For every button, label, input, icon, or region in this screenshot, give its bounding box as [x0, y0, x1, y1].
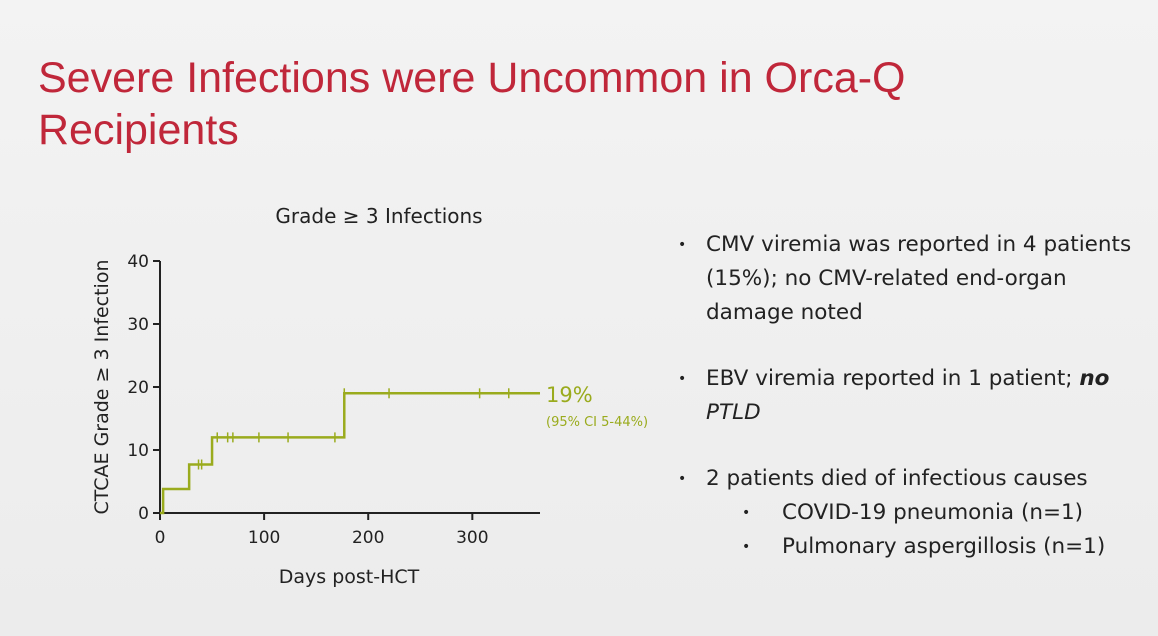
x-tick-label: 200	[352, 528, 384, 548]
sub-bullet-aspergillosis: • Pulmonary aspergillosis (n=1)	[678, 530, 1138, 564]
bullet-cmv: • CMV viremia was reported in 4 patients…	[678, 228, 1138, 330]
bullet-cmv-text: CMV viremia was reported in 4 patients (…	[706, 232, 1132, 325]
bullet-ebv-text: EBV viremia reported in 1 patient;	[706, 366, 1073, 391]
sub-bullet-covid: • COVID-19 pneumonia (n=1)	[678, 496, 1138, 530]
chart-svg: Grade ≥ 3 Infections CTCAE Grade ≥ 3 Inf…	[91, 204, 648, 588]
chart-title: Grade ≥ 3 Infections	[275, 204, 482, 228]
bullet-marker: •	[678, 237, 687, 253]
bullet-marker: •	[678, 371, 687, 387]
y-tick-label: 40	[127, 252, 149, 272]
slide-title: Severe Infections were Uncommon in Orca-…	[38, 54, 906, 154]
y-tick-label: 20	[127, 378, 149, 398]
y-tick-label: 0	[138, 504, 149, 524]
sub-bullet-marker: •	[742, 539, 751, 555]
y-tick-label: 10	[127, 441, 149, 461]
sub-bullet-aspergillosis-text: Pulmonary aspergillosis (n=1)	[782, 534, 1106, 559]
series-group	[160, 388, 540, 515]
bullet-list: • CMV viremia was reported in 4 patients…	[678, 228, 1138, 564]
axes: 0 10 20 30 40 0 100 200 300	[127, 252, 540, 548]
km-curve	[160, 392, 540, 515]
bullet-ebv-ptld: PTLD	[706, 400, 761, 425]
x-tick-label: 0	[155, 528, 166, 548]
bullet-deaths-text: 2 patients died of infectious causes	[706, 466, 1088, 491]
x-tick-label: 300	[456, 528, 488, 548]
kaplan-meier-chart: Grade ≥ 3 Infections CTCAE Grade ≥ 3 Inf…	[80, 195, 680, 595]
sub-bullet-marker: •	[742, 505, 751, 521]
annotation-ci: (95% CI 5-44%)	[546, 415, 648, 430]
bullet-ebv: • EBV viremia reported in 1 patient; no …	[678, 362, 1138, 430]
y-axis-label: CTCAE Grade ≥ 3 Infection	[91, 260, 113, 515]
sub-bullet-covid-text: COVID-19 pneumonia (n=1)	[782, 500, 1084, 525]
y-tick-label: 30	[127, 315, 149, 335]
annotation-value: 19%	[546, 383, 593, 407]
bullet-marker: •	[678, 471, 687, 487]
x-axis-label: Days post-HCT	[279, 566, 420, 588]
x-tick-label: 100	[248, 528, 280, 548]
bullet-deaths: • 2 patients died of infectious causes	[678, 462, 1138, 496]
bullet-ebv-emphasis: no	[1079, 366, 1110, 391]
